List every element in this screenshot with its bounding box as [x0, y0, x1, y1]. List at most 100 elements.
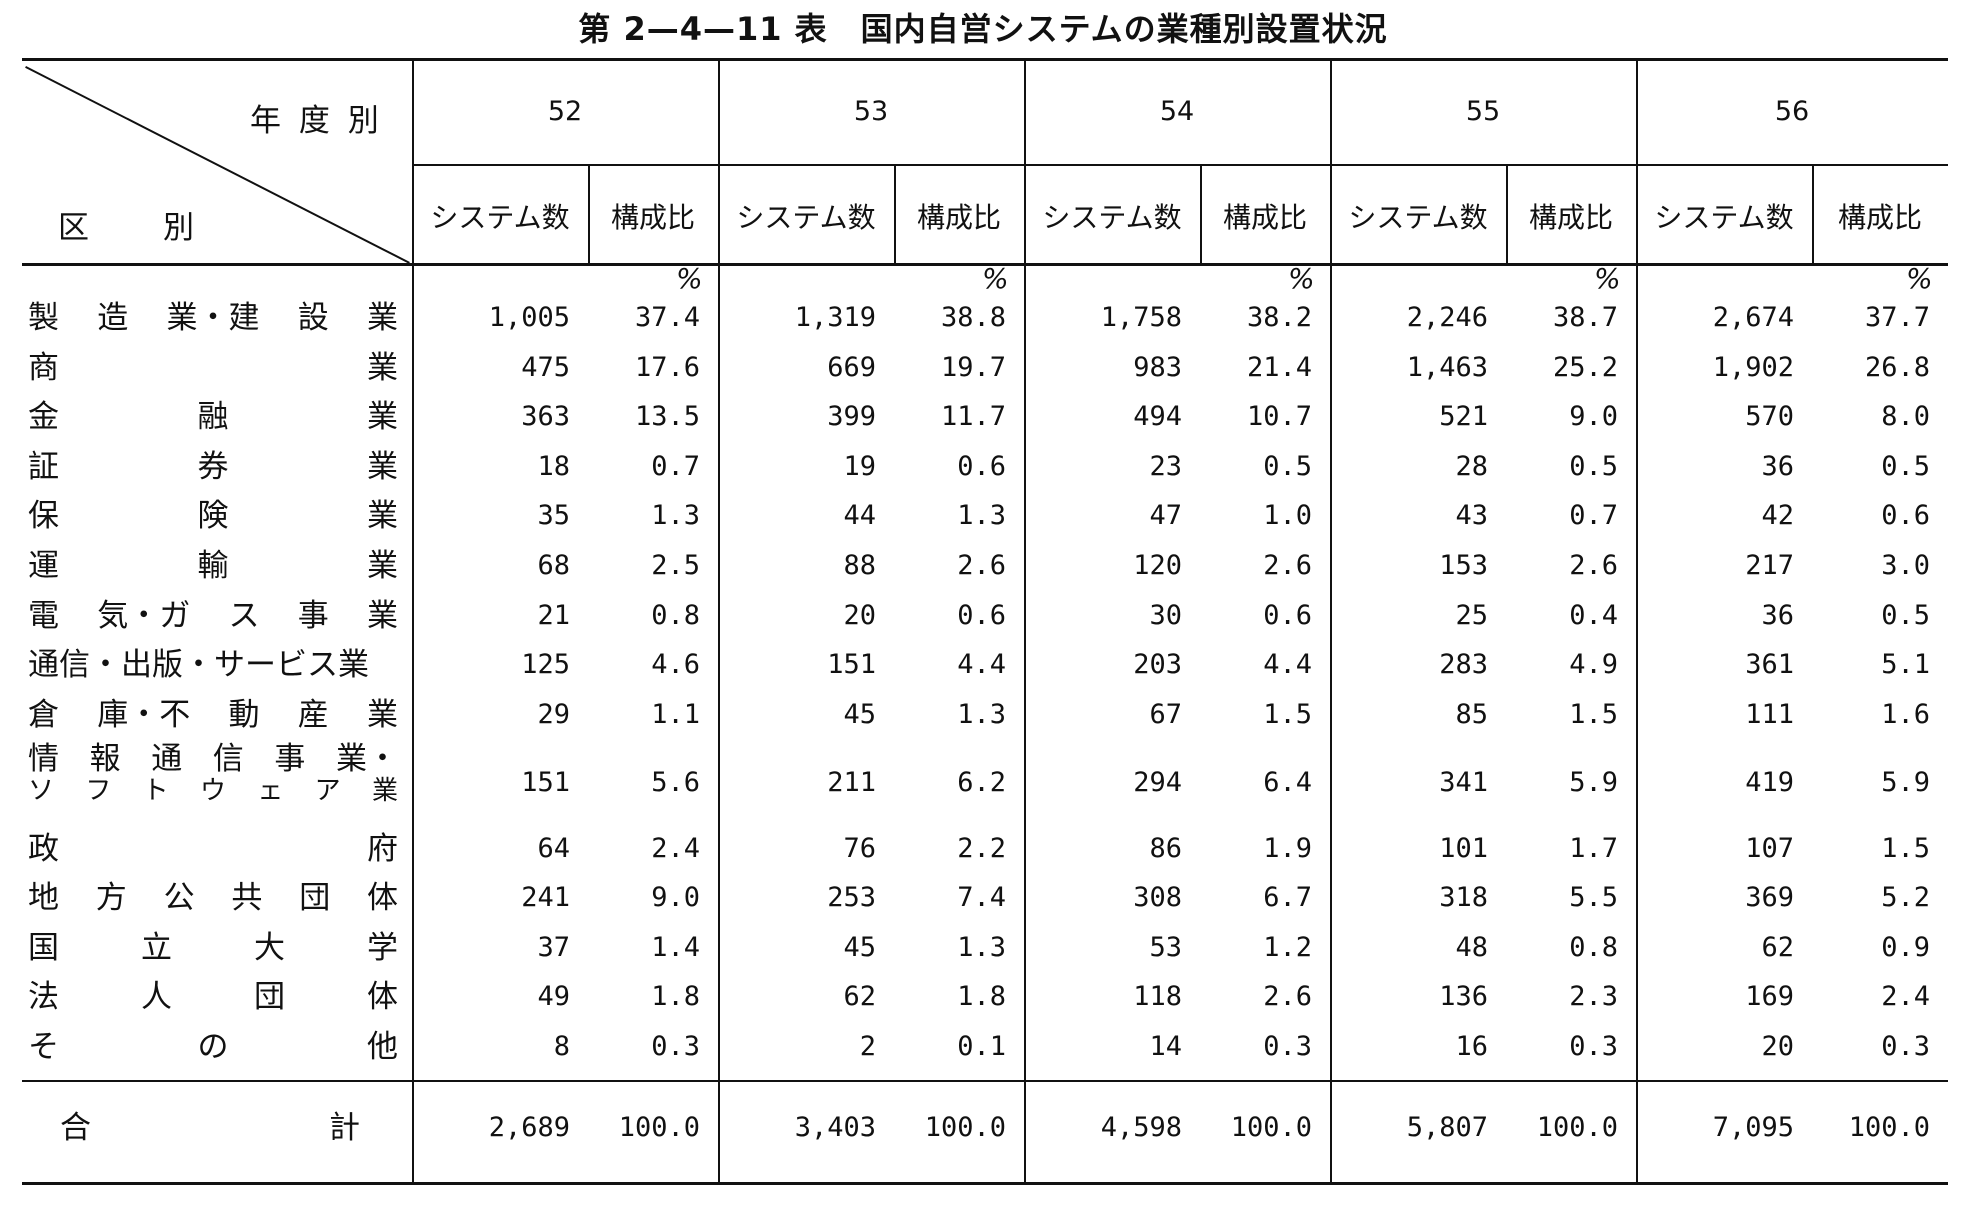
row-label-char: 運 — [28, 548, 59, 584]
row-label-char: 通信・出版・サービス業 — [28, 647, 369, 683]
row-label-char: 情 — [28, 741, 59, 777]
system-count-cell: 203 — [1133, 649, 1182, 680]
total-system-count-cell: 7,095 — [1712, 1112, 1794, 1143]
system-count-cell: 983 — [1133, 352, 1182, 383]
system-count-cell: 369 — [1745, 882, 1794, 913]
system-count-cell: 53 — [1149, 932, 1182, 963]
row-label-line2: ソフトウ ェア業 — [28, 773, 398, 809]
year-header: 55 — [1465, 96, 1501, 127]
system-count-cell: 494 — [1133, 401, 1182, 432]
row-label-char: ア — [314, 776, 341, 806]
ratio-cell: 0.3 — [1569, 1031, 1618, 1062]
system-count-cell: 45 — [843, 699, 876, 730]
ratio-cell: 6.2 — [957, 767, 1006, 798]
system-count-cell: 475 — [521, 352, 570, 383]
row-label-char: 輸 — [197, 548, 229, 584]
subheader-ratio: 構成比 — [1222, 201, 1307, 234]
system-count-cell: 37 — [537, 932, 570, 963]
subheader-system-count: システム数 — [1348, 201, 1488, 234]
table-title: 第 2—4—11 表 国内自営システムの業種別設置状況 — [578, 10, 1388, 48]
ratio-cell: 0.3 — [651, 1031, 700, 1062]
ratio-cell: 1.0 — [1263, 500, 1312, 531]
row-label-char: ソ — [28, 776, 55, 806]
ratio-cell: 1.8 — [957, 981, 1006, 1012]
ratio-cell: 10.7 — [1246, 401, 1312, 432]
row-label-char: 報 — [89, 741, 121, 777]
row-label-char: 体 — [367, 979, 398, 1015]
system-count-cell: 118 — [1133, 981, 1182, 1012]
subheader-ratio: 構成比 — [1837, 201, 1922, 234]
row-label: 法人団体 — [28, 977, 398, 1017]
row-label-char: 電 — [28, 598, 59, 634]
column-divider — [1024, 60, 1026, 1182]
system-count-cell: 36 — [1761, 451, 1794, 482]
system-count-cell: 125 — [521, 649, 570, 680]
total-ratio-cell: 100.0 — [1848, 1112, 1930, 1143]
ratio-cell: 1.2 — [1263, 932, 1312, 963]
ratio-cell: 1.5 — [1881, 833, 1930, 864]
ratio-cell: 8.0 — [1881, 401, 1930, 432]
row-label: 国立大学 — [28, 928, 398, 968]
system-count-cell: 48 — [1455, 932, 1488, 963]
row-label-char: 団 — [254, 979, 285, 1015]
row-label-char: 合 — [60, 1110, 91, 1146]
system-count-cell: 283 — [1439, 649, 1488, 680]
system-count-cell: 2 — [859, 1031, 876, 1062]
ratio-cell: 6.4 — [1263, 767, 1312, 798]
ratio-cell: 1.8 — [651, 981, 700, 1012]
system-count-cell: 68 — [537, 550, 570, 581]
row-label: 倉 庫・不 動 産 業 — [28, 695, 398, 735]
percent-sign: % — [1906, 262, 1933, 295]
ratio-cell: 2.6 — [1569, 550, 1618, 581]
row-label-char: 団 — [299, 880, 331, 916]
row-label: 製 造 業・建 設 業 — [28, 298, 398, 338]
ratio-cell: 1.1 — [651, 699, 700, 730]
row-label-line1: 情報通信事業・ — [28, 741, 398, 777]
year-header: 56 — [1774, 96, 1810, 127]
ratio-cell: 0.6 — [1263, 600, 1312, 631]
system-count-cell: 47 — [1149, 500, 1182, 531]
total-ratio-cell: 100.0 — [1536, 1112, 1618, 1143]
system-count-cell: 151 — [827, 649, 876, 680]
ratio-cell: 9.0 — [651, 882, 700, 913]
table-bottom-rule — [22, 1182, 1948, 1185]
system-count-cell: 111 — [1745, 699, 1794, 730]
row-label: 政府 — [28, 829, 398, 869]
system-count-cell: 45 — [843, 932, 876, 963]
ratio-cell: 0.7 — [1569, 500, 1618, 531]
system-count-cell: 211 — [827, 767, 876, 798]
ratio-cell: 5.2 — [1881, 882, 1930, 913]
system-count-cell: 363 — [521, 401, 570, 432]
row-label-char: 券 — [197, 449, 229, 485]
ratio-cell: 2.3 — [1569, 981, 1618, 1012]
ratio-cell: 38.8 — [940, 302, 1006, 333]
row-label-char: 方 — [95, 880, 127, 916]
ratio-cell: 1.3 — [957, 932, 1006, 963]
ratio-cell: 5.1 — [1881, 649, 1930, 680]
row-label-char: 造 — [97, 300, 129, 336]
ratio-cell: 0.3 — [1881, 1031, 1930, 1062]
row-label-char: 金 — [28, 399, 59, 435]
row-label-char: 業 — [367, 300, 398, 336]
total-label: 合計 — [60, 1108, 360, 1148]
system-count-cell: 64 — [537, 833, 570, 864]
row-label-char: 法 — [28, 979, 59, 1015]
system-count-cell: 20 — [1761, 1031, 1794, 1062]
row-label-char: 人 — [141, 979, 172, 1015]
ratio-cell: 38.2 — [1246, 302, 1312, 333]
subheader-rule — [412, 164, 1948, 166]
ratio-cell: 0.5 — [1881, 451, 1930, 482]
system-count-cell: 88 — [843, 550, 876, 581]
system-count-cell: 101 — [1439, 833, 1488, 864]
ratio-cell: 1.3 — [957, 699, 1006, 730]
row-label: 証券業 — [28, 447, 398, 487]
system-count-cell: 308 — [1133, 882, 1182, 913]
row-label-char: 業 — [367, 697, 398, 733]
system-count-cell: 44 — [843, 500, 876, 531]
system-count-cell: 1,319 — [794, 302, 876, 333]
system-count-cell: 25 — [1455, 600, 1488, 631]
row-label-char: 事 — [297, 598, 329, 634]
row-label-char: の — [197, 1029, 229, 1065]
row-label-char: フ — [85, 776, 112, 806]
total-system-count-cell: 2,689 — [488, 1112, 570, 1143]
